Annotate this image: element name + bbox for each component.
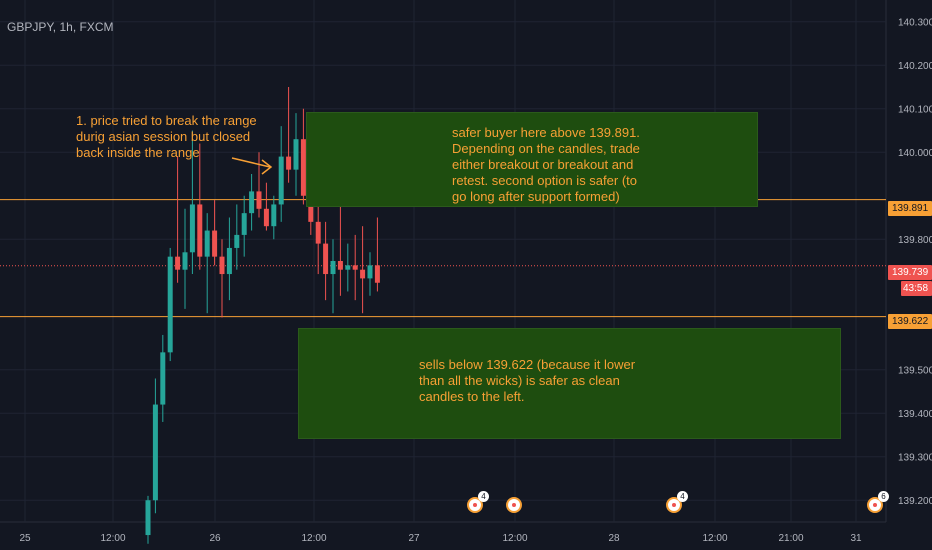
time-tick-label: 27 xyxy=(408,533,420,544)
candle-body xyxy=(204,230,210,257)
candle-body xyxy=(345,265,351,270)
candle-body xyxy=(160,352,166,405)
candle-body xyxy=(152,404,158,501)
candle-body xyxy=(300,139,306,196)
event-dot-icon xyxy=(672,503,676,507)
candle-body xyxy=(278,156,284,205)
candle-body xyxy=(226,247,232,275)
economic-event-icon[interactable]: 6 xyxy=(867,491,889,513)
time-tick-label: 12:00 xyxy=(301,533,326,544)
candle-body xyxy=(337,261,343,270)
candle-body xyxy=(197,204,203,257)
candle-body xyxy=(241,213,247,235)
candle-body xyxy=(167,256,173,353)
event-count-badge: 4 xyxy=(677,491,688,502)
economic-event-icon[interactable]: 4 xyxy=(467,491,489,513)
candle-body xyxy=(219,256,225,275)
time-tick-label: 12:00 xyxy=(502,533,527,544)
candle-body xyxy=(293,139,299,170)
time-tick-label: 28 xyxy=(608,533,620,544)
price-tick-label: 140.100 xyxy=(898,104,932,115)
last-price-tag: 139.739 xyxy=(888,265,932,280)
candle-body xyxy=(263,208,269,227)
time-tick-label: 26 xyxy=(209,533,221,544)
time-tick-label: 25 xyxy=(19,533,31,544)
event-dot-icon xyxy=(473,503,477,507)
candle-body xyxy=(374,265,380,283)
price-tick-label: 139.300 xyxy=(898,452,932,463)
buy-zone-text: safer buyer here above 139.891. Dependin… xyxy=(452,125,640,204)
annotation-arrowhead-icon xyxy=(261,159,273,175)
time-tick-label: 31 xyxy=(850,533,862,544)
candle-body xyxy=(367,265,373,279)
price-tick-label: 139.400 xyxy=(898,409,932,420)
price-tick-label: 140.200 xyxy=(898,61,932,72)
annotation-note-1: 1. price tried to break the range durig … xyxy=(76,113,257,160)
candle-body xyxy=(234,234,240,248)
event-count-badge: 4 xyxy=(478,491,489,502)
time-tick-label: 12:00 xyxy=(702,533,727,544)
candle-body xyxy=(330,261,336,275)
sell-zone-box[interactable]: sells below 139.622 (because it lower th… xyxy=(298,328,841,439)
event-count-badge: 6 xyxy=(878,491,889,502)
candle-body xyxy=(360,269,366,279)
event-dot-icon xyxy=(873,503,877,507)
candle-body xyxy=(271,204,277,227)
candle-body xyxy=(352,265,358,270)
price-tick-label: 140.300 xyxy=(898,17,932,28)
price-tick-label: 139.800 xyxy=(898,235,932,246)
candle-body xyxy=(145,500,151,536)
annotation-arrow-icon xyxy=(231,157,271,168)
candle-body xyxy=(286,156,292,170)
time-tick-label: 21:00 xyxy=(778,533,803,544)
candle-body xyxy=(256,191,262,209)
time-tick-label: 12:00 xyxy=(100,533,125,544)
buy-zone-box[interactable]: safer buyer here above 139.891. Dependin… xyxy=(306,112,758,207)
event-dot-icon xyxy=(512,503,516,507)
candle-body xyxy=(189,204,195,253)
candle-body xyxy=(249,191,255,214)
candle-body xyxy=(212,230,218,257)
economic-event-icon[interactable] xyxy=(506,497,522,513)
support-price-tag: 139.622 xyxy=(888,314,932,329)
bar-countdown-tag: 43:58 xyxy=(901,281,932,296)
economic-event-icon[interactable]: 4 xyxy=(666,491,688,513)
symbol-title: GBPJPY, 1h, FXCM xyxy=(7,20,114,34)
candle-body xyxy=(308,195,314,222)
resistance-price-tag: 139.891 xyxy=(888,201,932,216)
price-tick-label: 140.000 xyxy=(898,148,932,159)
price-tick-label: 139.200 xyxy=(898,496,932,507)
sell-zone-text: sells below 139.622 (because it lower th… xyxy=(419,357,636,404)
price-tick-label: 139.500 xyxy=(898,365,932,376)
candle-body xyxy=(182,252,188,270)
candle-body xyxy=(323,243,329,275)
candle-body xyxy=(175,256,181,270)
candle-body xyxy=(315,221,321,244)
